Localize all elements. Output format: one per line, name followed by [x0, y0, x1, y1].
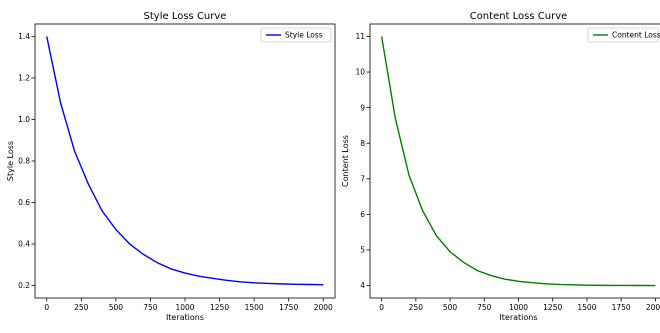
content-x-tick-label: 1500: [577, 303, 596, 312]
content-loss-chart: 0 250 500 750 1000 1250 1500 1750 2000 4 5 6 7 8 9 10 11…: [341, 11, 660, 322]
content-x-tick-label: 0: [379, 303, 384, 312]
style-x-tick-label: 1750: [279, 303, 298, 312]
content-x-tick-label: 1750: [612, 303, 631, 312]
content-loss-line: [380, 36, 656, 287]
style-x-tick-label: 250: [74, 303, 89, 312]
style-x-tick-label: 1500: [245, 303, 264, 312]
style-y-tick-label: 1.4: [18, 32, 30, 41]
style-y-tick-label: 0.8: [18, 157, 30, 166]
content-y-tick-label: 6: [360, 210, 365, 219]
style-axes-frame: [34, 23, 336, 299]
style-x-tick-label: 1000: [175, 303, 194, 312]
style-x-tick-label: 1250: [210, 303, 229, 312]
content-legend-box: [587, 27, 659, 43]
style-x-axis-label: Iterations: [166, 313, 204, 322]
style-y-tick-label: 1.0: [18, 115, 30, 124]
style-x-tick-label: 0: [44, 303, 49, 312]
content-y-tick-label: 9: [360, 103, 365, 112]
style-chart-title: Style Loss Curve: [144, 11, 227, 22]
content-y-tick-label: 8: [360, 139, 365, 148]
content-x-tick-label: 2000: [646, 303, 660, 312]
content-x-tick-label: 1000: [509, 303, 528, 312]
content-x-axis-label: Iterations: [499, 313, 537, 322]
style-x-tick-label: 500: [109, 303, 124, 312]
content-x-tick-label: 1250: [543, 303, 562, 312]
content-y-tick-label: 4: [360, 281, 365, 290]
content-y-axis-label: Content Loss: [341, 135, 350, 187]
content-x-tick-label: 250: [409, 303, 424, 312]
style-y-tick-label: 1.2: [18, 74, 30, 83]
content-axes-frame: [369, 23, 660, 299]
content-chart-title: Content Loss Curve: [470, 11, 568, 22]
style-legend-box: [260, 27, 332, 43]
style-x-tick-label: 2000: [314, 303, 333, 312]
style-loss-chart: 0 250 500 750 1000 1250 1500 1750 2000 0.2 0.4 0.6 0…: [6, 11, 336, 322]
style-y-tick-label: 0.2: [18, 281, 30, 290]
content-x-tick-label: 500: [443, 303, 458, 312]
content-legend-label: Content Loss: [612, 31, 660, 40]
style-y-tick-label: 0.4: [18, 240, 30, 249]
style-legend-label: Style Loss: [285, 31, 323, 40]
style-x-tick-label: 750: [143, 303, 158, 312]
content-y-tick-label: 7: [360, 174, 365, 183]
content-y-tick-label: 10: [355, 68, 365, 77]
style-loss-line: [46, 36, 324, 286]
style-y-axis-label: Style Loss: [6, 141, 15, 181]
content-x-tick-label: 750: [477, 303, 492, 312]
content-y-tick-label: 11: [355, 32, 365, 41]
content-y-tick-label: 5: [360, 246, 365, 255]
style-y-tick-label: 0.6: [18, 198, 30, 207]
